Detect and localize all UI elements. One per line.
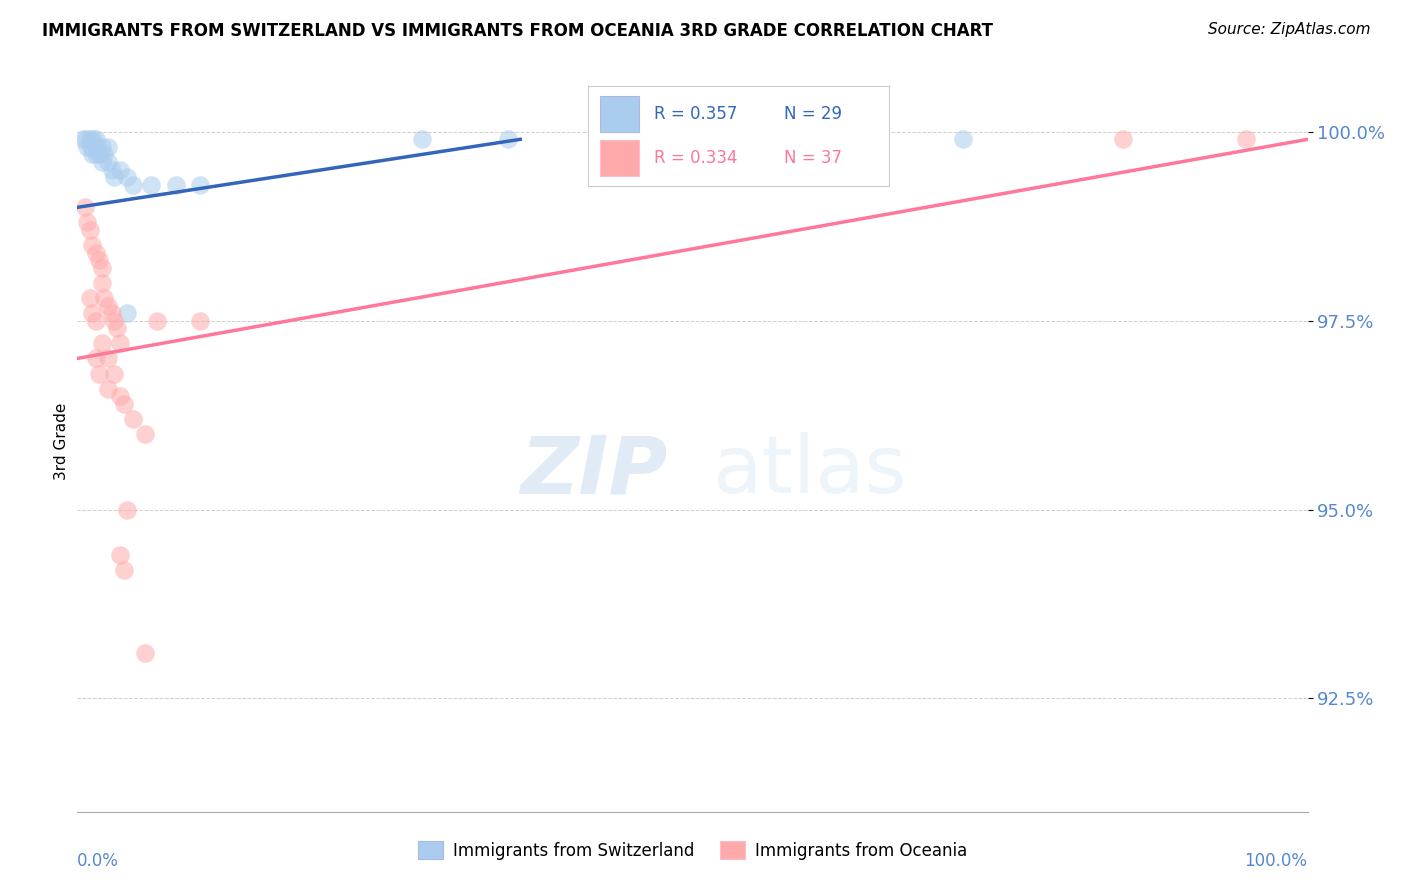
Point bbox=[82, 147, 104, 161]
Point bbox=[93, 147, 115, 161]
Point bbox=[804, 132, 827, 146]
Point bbox=[1112, 132, 1135, 146]
Point bbox=[90, 276, 114, 290]
Point bbox=[89, 253, 111, 268]
Point bbox=[72, 132, 94, 146]
Point bbox=[188, 313, 212, 327]
Point bbox=[134, 646, 156, 660]
Text: atlas: atlas bbox=[713, 432, 907, 510]
Text: 100.0%: 100.0% bbox=[1244, 853, 1308, 871]
Legend: Immigrants from Switzerland, Immigrants from Oceania: Immigrants from Switzerland, Immigrants … bbox=[412, 835, 973, 866]
Text: IMMIGRANTS FROM SWITZERLAND VS IMMIGRANTS FROM OCEANIA 3RD GRADE CORRELATION CHA: IMMIGRANTS FROM SWITZERLAND VS IMMIGRANT… bbox=[42, 22, 993, 40]
Point bbox=[110, 389, 132, 403]
Point bbox=[84, 245, 107, 260]
Point bbox=[188, 178, 212, 192]
Point bbox=[115, 170, 138, 185]
Point bbox=[952, 132, 974, 146]
Point bbox=[103, 170, 125, 185]
Point bbox=[165, 178, 187, 192]
Point bbox=[110, 336, 132, 351]
Point bbox=[76, 215, 98, 229]
Point bbox=[496, 132, 519, 146]
Point bbox=[90, 140, 114, 154]
Point bbox=[121, 412, 143, 426]
Text: 0.0%: 0.0% bbox=[77, 853, 120, 871]
Point bbox=[103, 313, 125, 327]
Point bbox=[105, 321, 128, 335]
Point bbox=[97, 351, 120, 366]
Point bbox=[82, 238, 104, 252]
Point bbox=[82, 132, 104, 146]
Point bbox=[742, 132, 765, 146]
Point bbox=[76, 140, 98, 154]
Point bbox=[110, 548, 132, 562]
Point bbox=[112, 563, 135, 577]
Point bbox=[1234, 132, 1257, 146]
Point bbox=[411, 132, 433, 146]
Point bbox=[79, 132, 101, 146]
Point bbox=[115, 502, 138, 516]
Point bbox=[84, 351, 107, 366]
Point bbox=[84, 147, 107, 161]
Point bbox=[86, 140, 108, 154]
Point bbox=[101, 162, 124, 177]
Point bbox=[89, 367, 111, 381]
Point bbox=[97, 155, 120, 169]
Point bbox=[93, 291, 115, 305]
Point bbox=[121, 178, 143, 192]
Point bbox=[75, 132, 97, 146]
Text: ZIP: ZIP bbox=[520, 432, 668, 510]
Point bbox=[103, 367, 125, 381]
Point bbox=[84, 313, 107, 327]
Y-axis label: 3rd Grade: 3rd Grade bbox=[53, 403, 69, 480]
Point bbox=[90, 155, 114, 169]
Point bbox=[146, 313, 169, 327]
Point bbox=[141, 178, 163, 192]
Point bbox=[89, 147, 111, 161]
Point bbox=[80, 140, 103, 154]
Point bbox=[90, 260, 114, 275]
Point bbox=[110, 162, 132, 177]
Point bbox=[101, 306, 124, 320]
Text: Source: ZipAtlas.com: Source: ZipAtlas.com bbox=[1208, 22, 1371, 37]
Point bbox=[73, 200, 96, 214]
Point bbox=[115, 306, 138, 320]
Point bbox=[112, 397, 135, 411]
Point bbox=[82, 306, 104, 320]
Point bbox=[79, 223, 101, 237]
Point bbox=[84, 132, 107, 146]
Point bbox=[90, 336, 114, 351]
Point bbox=[97, 382, 120, 396]
Point bbox=[134, 427, 156, 442]
Point bbox=[97, 299, 120, 313]
Point bbox=[79, 291, 101, 305]
Point bbox=[97, 140, 120, 154]
